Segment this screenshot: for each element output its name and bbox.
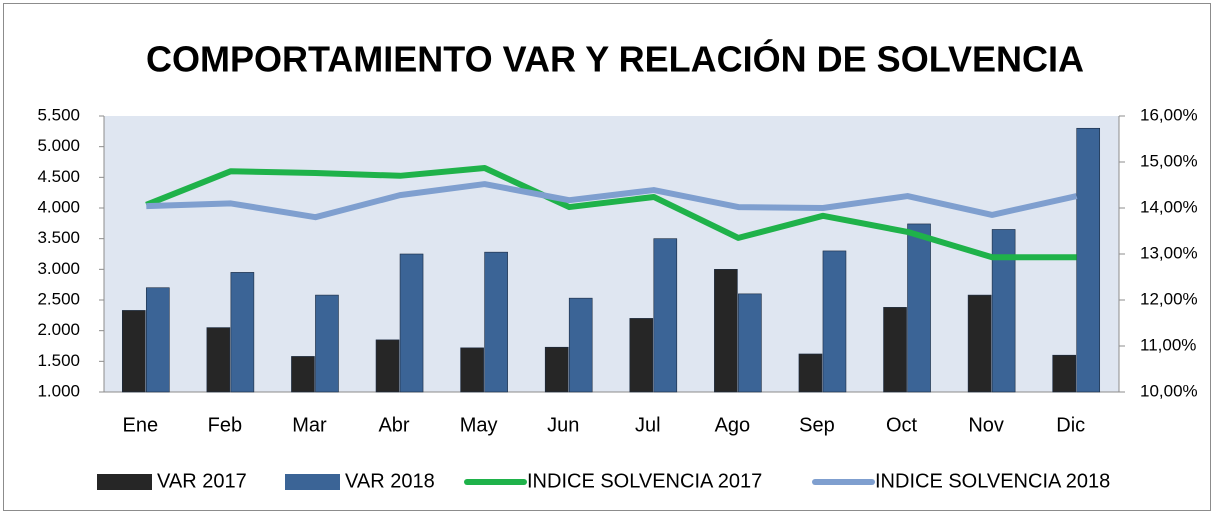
bar: [291, 356, 315, 393]
bar: [230, 272, 255, 393]
y-tick-label: 1.000: [37, 381, 80, 400]
legend-label: VAR 2017: [157, 470, 247, 492]
y-tick-label: 2.000: [37, 320, 80, 339]
y-tick-label: 3.000: [37, 259, 80, 278]
x-tick-label: Ago: [715, 414, 751, 436]
y2-tick-label: 10,00%: [1140, 381, 1198, 400]
bar: [967, 294, 992, 393]
bar: [883, 307, 907, 393]
legend-swatch: [97, 474, 152, 490]
bar: [798, 353, 823, 393]
chart-title: COMPORTAMIENTO VAR Y RELACIÓN DE SOLVENC…: [146, 38, 1084, 80]
legend-label: INDICE SOLVENCIA 2017: [527, 470, 762, 492]
bar: [653, 238, 678, 393]
y-tick-label: 5.000: [37, 136, 80, 155]
x-tick-label: Nov: [968, 414, 1004, 436]
y2-tick-label: 16,00%: [1140, 105, 1198, 124]
plot-area: [104, 116, 1119, 392]
x-tick-label: May: [460, 414, 498, 436]
legend-label: INDICE SOLVENCIA 2018: [875, 470, 1110, 492]
bar: [1076, 127, 1101, 393]
bar: [907, 223, 931, 393]
bar: [460, 347, 484, 393]
x-tick-label: Dic: [1056, 414, 1085, 436]
bar: [484, 251, 508, 393]
legend-swatch: [285, 474, 340, 490]
bar: [629, 318, 654, 393]
y-tick-label: 5.500: [37, 105, 80, 124]
line-series: [145, 164, 1077, 261]
legend-label: VAR 2018: [345, 470, 435, 492]
bar: [1052, 354, 1077, 393]
bar: [568, 297, 593, 393]
x-tick-label: Mar: [292, 414, 327, 436]
y-tick-label: 2.500: [37, 289, 80, 308]
line-series: [146, 181, 1078, 221]
bar: [714, 269, 738, 393]
x-tick-label: Ene: [122, 414, 158, 436]
bar: [121, 310, 146, 393]
y-tick-label: 4.000: [37, 197, 80, 216]
y-tick-label: 3.500: [37, 228, 80, 247]
bar: [991, 229, 1016, 393]
y-tick-label: 4.500: [37, 167, 80, 186]
y2-tick-label: 15,00%: [1140, 151, 1198, 170]
y2-tick-label: 12,00%: [1140, 289, 1198, 308]
bar: [822, 250, 847, 393]
x-tick-label: Jun: [547, 414, 579, 436]
bar: [738, 293, 762, 393]
bar: [399, 253, 424, 393]
bar: [544, 346, 569, 393]
x-tick-label: Jul: [635, 414, 661, 436]
bar: [206, 327, 231, 393]
bar: [315, 294, 339, 393]
x-tick-label: Sep: [799, 414, 835, 436]
y2-tick-label: 14,00%: [1140, 197, 1198, 216]
x-tick-label: Feb: [208, 414, 242, 436]
y-tick-label: 1.500: [37, 351, 80, 370]
x-tick-label: Abr: [378, 414, 409, 436]
bar: [145, 287, 170, 393]
bar: [375, 339, 400, 393]
y2-tick-label: 11,00%: [1140, 335, 1196, 354]
y2-tick-label: 13,00%: [1140, 243, 1198, 262]
x-tick-label: Oct: [886, 414, 918, 436]
